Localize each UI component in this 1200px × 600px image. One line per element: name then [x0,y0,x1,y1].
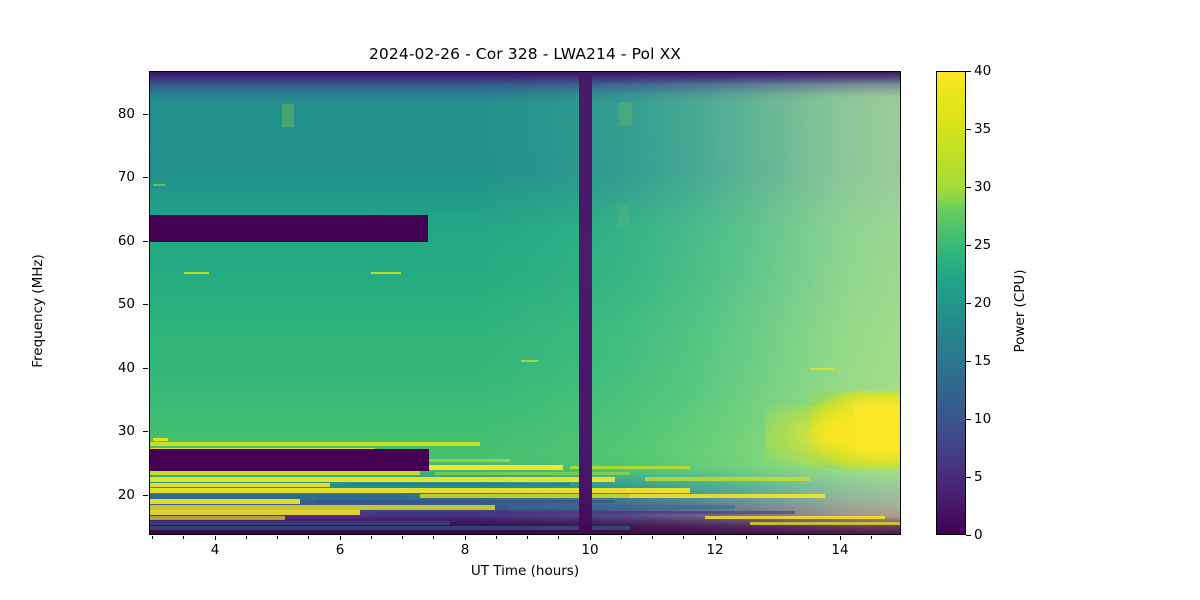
x-tick-label: 10 [581,542,599,558]
y-tick-label: 40 [117,360,135,376]
masked-block-25mhz [150,448,429,471]
page-title: 2024-02-26 - Cor 328 - LWA214 - Pol XX [368,45,682,63]
colorbar-tick-label: 40 [974,63,992,79]
faint-patch-a [282,104,294,127]
spot-streak-f [810,367,834,370]
y-tick-label: 30 [117,423,135,439]
x-tick-label: 6 [335,542,345,558]
x-tick-label: 12 [706,542,724,558]
colorbar-label: Power (CPU) [1012,269,1028,353]
x-tick-label: 8 [460,542,470,558]
colorbar-tick-label: 35 [974,121,992,137]
x-tick-label: 4 [210,542,220,558]
colorbar-tick-label: 25 [974,237,992,253]
y-tick-label: 70 [117,169,135,185]
blanked-time-column-10h [579,72,593,534]
y-tick-label: 50 [117,296,135,312]
colorbar-tick-label: 20 [974,295,992,311]
y-tick-label: 80 [117,106,135,122]
y-tick-label: 20 [117,487,135,503]
masked-block-60mhz [150,215,428,242]
x-axis-label: UT Time (hours) [470,563,580,579]
spot-streak-a [183,271,209,275]
colorbar [936,71,966,535]
spot-streak-e [153,183,165,187]
saturated-patch-fringe [765,404,855,465]
colorbar-tick-label: 15 [974,353,992,369]
spot-streak-c [521,359,538,362]
spot-streak-d [153,437,168,441]
y-axis-label: Frequency (MHz) [30,254,46,368]
y-tick-label: 60 [117,233,135,249]
dynamic-spectrum-heatmap [149,71,901,535]
spot-streak-b [371,271,402,275]
faint-patch-b [618,102,632,126]
colorbar-tick-label: 10 [974,411,992,427]
colorbar-tick-label: 30 [974,179,992,195]
x-tick-label: 14 [831,542,849,558]
colorbar-tick-label: 5 [974,469,983,485]
faint-patch-c [617,203,630,230]
colorbar-tick-label: 0 [974,527,983,543]
